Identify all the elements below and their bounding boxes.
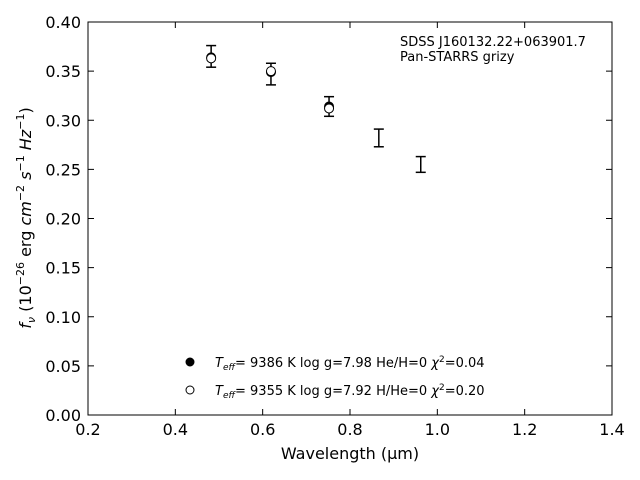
model-point-open: [206, 53, 217, 64]
y-axis-title: fν (10−26 erg cm−2 s−1 Hz−1): [14, 107, 38, 328]
data-points: [206, 52, 335, 114]
legend-label: Teff= 9355 K log g=7.92 H/He=0 χ2=0.20: [215, 383, 485, 401]
x-tick-label: 1.4: [599, 420, 624, 439]
model-point-open: [265, 66, 276, 77]
error-bar: [373, 128, 384, 148]
y-tick-label: 0.30: [45, 111, 81, 130]
x-tick-label: 1.0: [425, 420, 450, 439]
legend-label: Teff= 9386 K log g=7.98 He/H=0 χ2=0.04: [215, 355, 485, 373]
x-tick-label: 0.8: [337, 420, 362, 439]
y-tick-label: 0.10: [45, 308, 81, 327]
x-ticks: 0.2 0.4 0.6 0.8 1.0 1.2 1.4: [75, 22, 625, 439]
model-point-open: [324, 103, 335, 114]
y-tick-label: 0.40: [45, 13, 81, 32]
x-tick-label: 0.4: [163, 420, 188, 439]
legend-marker: [185, 385, 195, 395]
annotation-object: SDSS J160132.22+063901.7: [400, 35, 586, 50]
x-tick-label: 1.2: [512, 420, 537, 439]
error-bars: [206, 44, 426, 174]
y-tick-label: 0.35: [45, 62, 81, 81]
x-tick-label: 0.6: [250, 420, 275, 439]
y-tick-label: 0.25: [45, 160, 81, 179]
y-tick-label: 0.20: [45, 210, 81, 229]
y-tick-label: 0.15: [45, 259, 81, 278]
y-ticks: 0.00 0.05 0.10 0.15 0.20 0.25 0.30 0.35 0.40: [45, 13, 612, 425]
annotation-survey: Pan-STARRS grizy: [400, 50, 515, 65]
y-tick-label: 0.05: [45, 357, 81, 376]
x-axis-title: Wavelength (μm): [281, 444, 419, 463]
x-tick-label: 0.2: [75, 420, 100, 439]
legend: Teff= 9386 K log g=7.98 He/H=0 χ2=0.04 Te…: [185, 355, 485, 401]
legend-marker: [185, 357, 195, 367]
y-tick-label: 0.00: [45, 406, 81, 425]
error-bar: [415, 155, 426, 174]
